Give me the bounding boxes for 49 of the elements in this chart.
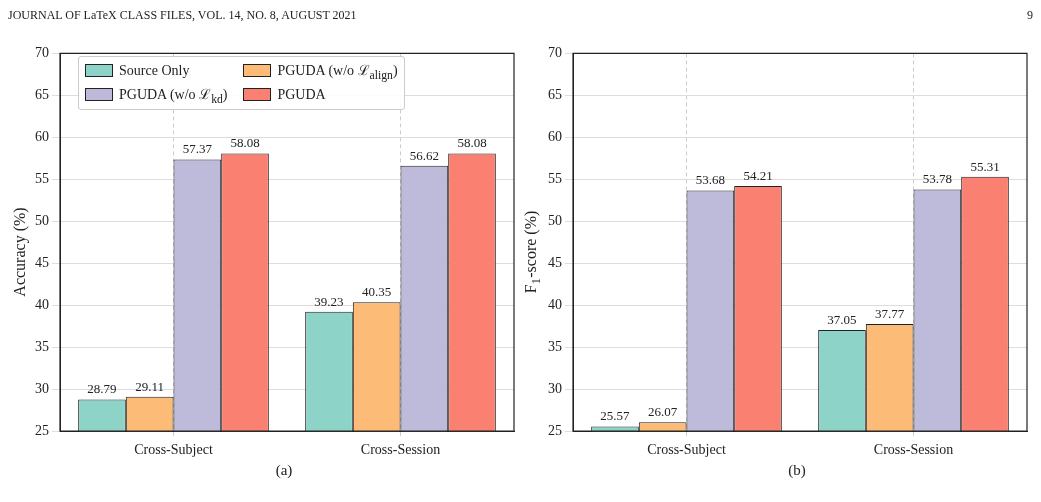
y-tick-label: 40 [35, 296, 49, 312]
y-tick-label: 50 [548, 212, 562, 228]
y-tick-label: 35 [35, 338, 49, 354]
data-label: 37.77 [875, 305, 905, 321]
x-tick-label: Cross-Subject [647, 442, 726, 458]
data-label: 53.78 [922, 171, 952, 187]
y-tick-label: 60 [548, 129, 562, 145]
y-tick-label: 45 [548, 254, 562, 270]
data-label: 25.57 [600, 408, 631, 424]
data-label: 54.21 [743, 167, 773, 183]
data-label: 26.07 [648, 404, 678, 420]
y-tick-label: 70 [35, 45, 49, 61]
data-label: 39.23 [314, 293, 344, 309]
data-label: 40.35 [362, 284, 392, 300]
data-label: 56.62 [409, 147, 439, 163]
y-tick-label: 35 [548, 338, 562, 354]
y-tick-label: 25 [548, 422, 562, 438]
data-label: 58.08 [457, 135, 487, 151]
y-tick-label: 45 [35, 254, 49, 270]
y-tick-label: 30 [35, 380, 49, 396]
text: JOURNAL OF LaTeX CLASS FILES, VOL. 14, NO. 8, AUGUST 2021 [8, 8, 357, 24]
x-tick-label: Cross-Subject [134, 442, 213, 458]
legend-label: Source Only [119, 62, 190, 79]
y-tick-label: 55 [35, 171, 49, 187]
y-tick-label: 30 [548, 380, 562, 396]
text: (b) [787, 462, 807, 479]
y-tick-label: 65 [35, 87, 49, 103]
data-label: 57.37 [182, 141, 213, 157]
legend-label: PGUDA (w/o ℒ$_{kd}$) [119, 85, 228, 106]
data-label: 29.11 [135, 378, 165, 394]
data-label: 55.31 [970, 158, 1000, 174]
legend-label: PGUDA [277, 86, 326, 103]
x-tick-label: Cross-Session [873, 442, 954, 458]
y-tick-label: 65 [548, 87, 562, 103]
text: 9 [1027, 8, 1033, 24]
y-tick-label: 55 [548, 171, 562, 187]
x-tick-label: Cross-Session [360, 442, 441, 458]
legend-label: PGUDA (w/o ℒ$_{align}$) [277, 62, 398, 82]
y-tick-label: 25 [35, 422, 49, 438]
y-axis-title: Accuracy (%) [11, 207, 29, 297]
y-tick-label: 70 [548, 45, 562, 61]
data-label: 28.79 [87, 381, 117, 397]
data-label: 53.68 [695, 172, 725, 188]
text: (a) [274, 462, 294, 479]
y-tick-label: 50 [35, 212, 49, 228]
data-label: 58.08 [230, 135, 260, 151]
data-label: 37.05 [827, 311, 857, 327]
y-tick-label: 60 [35, 129, 49, 145]
y-tick-label: 40 [548, 296, 562, 312]
